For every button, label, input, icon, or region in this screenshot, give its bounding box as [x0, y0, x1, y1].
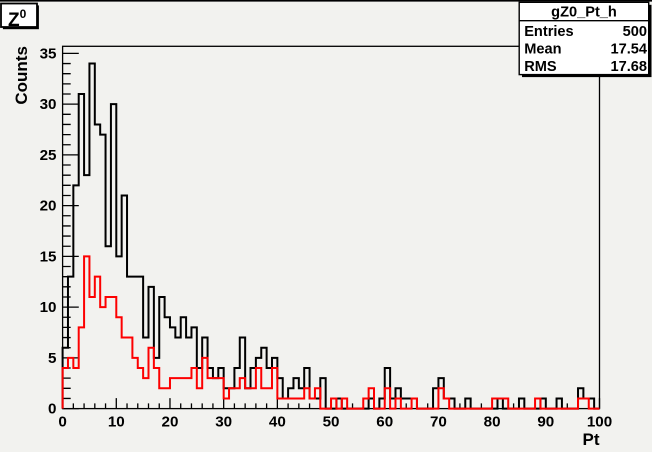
svg-text:40: 40 [269, 413, 286, 430]
svg-text:RMS: RMS [524, 59, 557, 75]
svg-text:Pt: Pt [583, 430, 600, 449]
svg-text:17.68: 17.68 [610, 59, 647, 75]
svg-text:35: 35 [40, 45, 57, 62]
svg-text:80: 80 [484, 413, 501, 430]
svg-text:Entries: Entries [524, 24, 573, 40]
svg-text:100: 100 [587, 413, 612, 430]
svg-text:500: 500 [623, 24, 647, 40]
svg-text:10: 10 [108, 413, 125, 430]
svg-text:30: 30 [40, 96, 57, 113]
svg-text:70: 70 [430, 413, 447, 430]
svg-text:17.54: 17.54 [610, 42, 647, 58]
svg-text:20: 20 [162, 413, 179, 430]
svg-text:25: 25 [40, 147, 57, 164]
svg-text:5: 5 [48, 350, 57, 367]
svg-text:10: 10 [40, 299, 57, 316]
svg-text:30: 30 [215, 413, 232, 430]
svg-text:50: 50 [323, 413, 340, 430]
svg-text:0: 0 [58, 413, 66, 430]
svg-text:60: 60 [376, 413, 393, 430]
svg-text:Counts: Counts [12, 46, 31, 105]
svg-text:15: 15 [40, 248, 57, 265]
svg-text:gZ0_Pt_h: gZ0_Pt_h [551, 5, 617, 21]
svg-text:20: 20 [40, 198, 57, 215]
svg-text:Mean: Mean [524, 42, 561, 58]
svg-text:90: 90 [537, 413, 554, 430]
svg-text:0: 0 [48, 401, 56, 418]
